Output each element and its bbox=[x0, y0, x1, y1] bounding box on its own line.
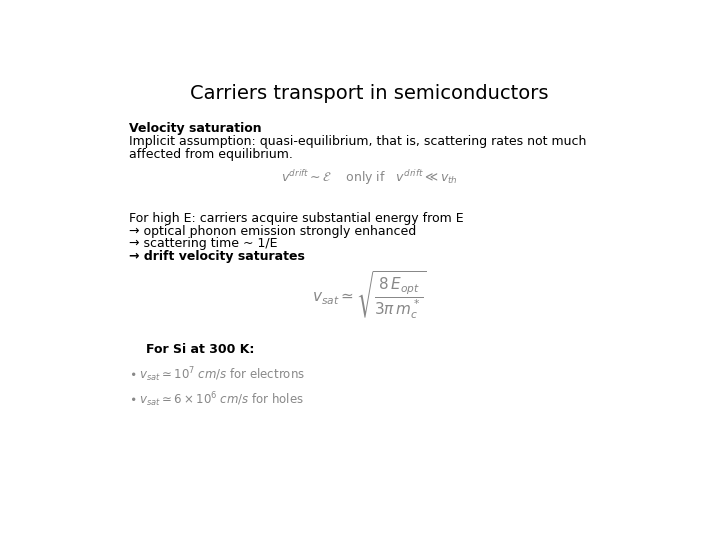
Text: → scattering time ~ 1/E: → scattering time ~ 1/E bbox=[129, 238, 278, 251]
Text: For Si at 300 K:: For Si at 300 K: bbox=[145, 343, 254, 356]
Text: $\bullet\; v_{sat} \simeq 10^7\; cm/s$ for electrons: $\bullet\; v_{sat} \simeq 10^7\; cm/s$ f… bbox=[129, 365, 305, 384]
Text: → optical phonon emission strongly enhanced: → optical phonon emission strongly enhan… bbox=[129, 225, 416, 238]
Text: $\bullet\; v_{sat} \simeq 6 \times 10^6\; cm/s$ for holes: $\bullet\; v_{sat} \simeq 6 \times 10^6\… bbox=[129, 390, 304, 409]
Text: $v_{sat} \simeq \sqrt{\dfrac{8\,E_{opt}}{3\pi\,m_c^*}}$: $v_{sat} \simeq \sqrt{\dfrac{8\,E_{opt}}… bbox=[312, 270, 426, 321]
Text: Velocity saturation: Velocity saturation bbox=[129, 122, 261, 135]
Text: Carriers transport in semiconductors: Carriers transport in semiconductors bbox=[190, 84, 548, 103]
Text: Implicit assumption: quasi-equilibrium, that is, scattering rates not much: Implicit assumption: quasi-equilibrium, … bbox=[129, 136, 586, 148]
Text: affected from equilibrium.: affected from equilibrium. bbox=[129, 148, 293, 161]
Text: → drift velocity saturates: → drift velocity saturates bbox=[129, 250, 305, 263]
Text: For high E: carriers acquire substantial energy from E: For high E: carriers acquire substantial… bbox=[129, 212, 464, 225]
Text: $v^{drift} \sim \mathcal{E}$    only if   $v^{drift} \ll v_{th}$: $v^{drift} \sim \mathcal{E}$ only if $v^… bbox=[281, 167, 457, 186]
